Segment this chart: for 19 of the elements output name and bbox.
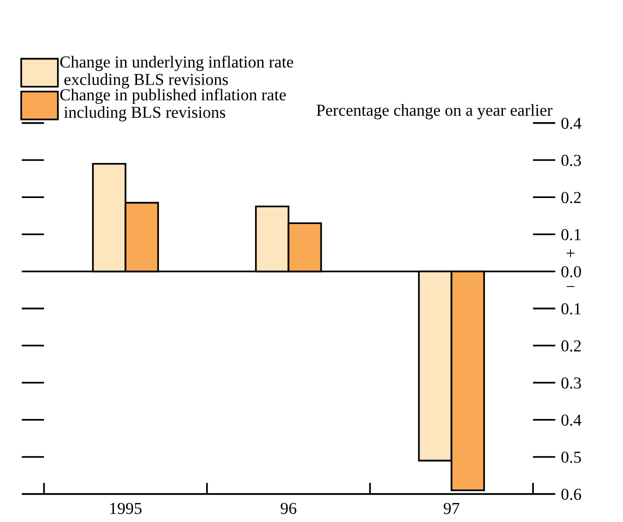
- y-axis-title: Percentage change on a year earlier: [316, 104, 552, 120]
- y-tick-label: 0.5: [561, 452, 581, 463]
- y-tick-label: 0.1: [561, 303, 581, 315]
- y-tick-label: 0.1: [561, 229, 581, 240]
- legend-label: Change in published inflation rate including BLS revisions: [60, 88, 286, 122]
- x-tick-label: 97: [444, 502, 460, 514]
- x-tick-label: 1995: [110, 502, 142, 514]
- text: −: [566, 286, 574, 287]
- legend-label: Change in underlying inflation rate excluding BLS revisions: [60, 56, 294, 89]
- y-tick-label: 0.2: [561, 192, 581, 204]
- y-tick-label: 0.0: [561, 266, 581, 278]
- y-tick-label: 0.4: [561, 118, 582, 130]
- y-tick-label: 0.4: [561, 414, 582, 426]
- y-tick-label: 0.6: [561, 488, 582, 500]
- x-tick-label: 96: [280, 502, 296, 514]
- y-tick-label: 0.3: [561, 154, 581, 166]
- y-tick-label: 0.2: [561, 340, 581, 352]
- y-tick-label: 0.3: [561, 377, 581, 389]
- text: +: [566, 249, 574, 258]
